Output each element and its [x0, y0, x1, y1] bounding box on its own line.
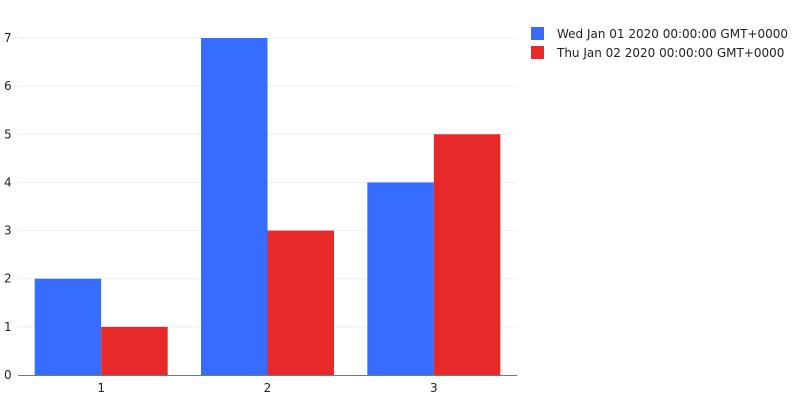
legend-item-2[interactable]: Thu Jan 02 2020 00:00:00 GMT+0000 [531, 46, 784, 60]
legend-label: Wed Jan 01 2020 00:00:00 GMT+0000 [557, 27, 788, 41]
y-tick-label: 6 [4, 79, 12, 93]
x-tick-label: 3 [430, 381, 438, 395]
legend-item-1[interactable]: Wed Jan 01 2020 00:00:00 GMT+0000 [531, 27, 788, 41]
legend-swatch [531, 46, 544, 59]
x-tick-label: 1 [97, 381, 105, 395]
y-tick-label: 2 [4, 272, 12, 286]
bar-series-1-category-2[interactable] [201, 38, 268, 375]
legend[interactable]: Wed Jan 01 2020 00:00:00 GMT+0000 Thu Jan… [531, 27, 788, 60]
y-tick-label: 5 [4, 127, 12, 141]
y-tick-label: 7 [4, 31, 12, 45]
bars [34, 38, 501, 375]
x-axis-tick-labels: 1 2 3 [97, 381, 437, 395]
y-tick-label: 3 [4, 224, 12, 238]
bar-series-2-category-2[interactable] [267, 230, 335, 375]
legend-swatch [531, 27, 544, 40]
y-tick-label: 4 [4, 175, 12, 189]
y-axis-tick-labels: 0 1 2 3 4 5 6 7 [4, 31, 12, 382]
bar-series-1-category-1[interactable] [34, 278, 102, 375]
y-tick-label: 0 [4, 368, 12, 382]
bar-series-2-category-1[interactable] [101, 326, 168, 375]
legend-label: Thu Jan 02 2020 00:00:00 GMT+0000 [556, 46, 784, 60]
bar-series-1-category-3[interactable] [367, 182, 434, 375]
y-tick-label: 1 [4, 320, 12, 334]
bar-series-2-category-3[interactable] [433, 134, 501, 375]
x-tick-label: 2 [264, 381, 272, 395]
